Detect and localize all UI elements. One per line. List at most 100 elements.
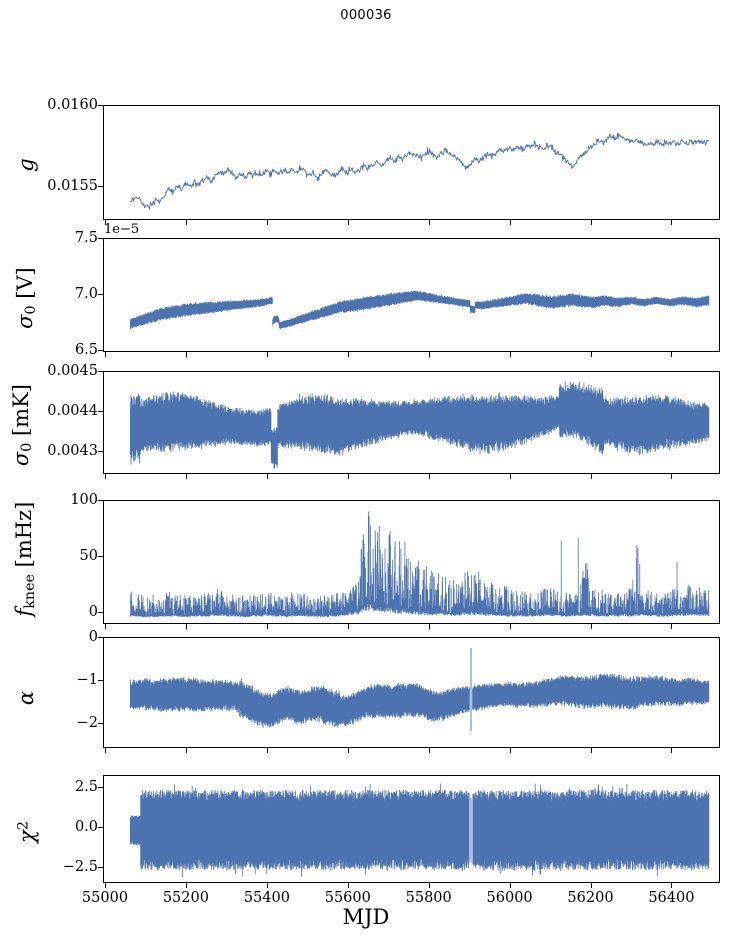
ytick-label: 0 [88,604,98,620]
xtick-label: 55200 [162,890,209,906]
xtick-mark [105,474,107,479]
panel-alpha [103,637,720,748]
xtick-mark [347,352,349,357]
xtick-mark [590,352,592,357]
ytick-label: 0.0043 [47,443,98,459]
xtick-mark [590,624,592,629]
panel-sigma0-v-yticks: 7.5 7.0 6.5 [36,231,98,357]
ytick-mark [98,680,103,682]
xtick-mark [509,474,511,479]
xtick-mark [185,474,187,479]
xtick-mark [266,883,268,888]
panel-sigma0-v-plot [129,290,710,330]
panel-sigma0-v-offset: 1e−5 [104,222,140,237]
ytick-mark [98,105,103,107]
xtick-mark [266,624,268,629]
panel-chi2-yticks: 2.5 0.0 −2.5 [36,775,98,883]
ytick-label: −1 [76,672,98,688]
xtick-mark [428,474,430,479]
xtick-mark [428,883,430,888]
ytick-mark [98,867,103,869]
xtick-label: 55800 [405,890,452,906]
panel-chi2-ylabel: χ2 [15,821,39,843]
ytick-mark [98,787,103,789]
xtick-mark [185,748,187,753]
xtick-label: 56000 [486,890,533,906]
panel-sigma0-v-ylabel: σ0 [V] [12,267,40,329]
xtick-mark [671,474,673,479]
xtick-mark [590,748,592,753]
ytick-label: 0.0160 [47,97,98,113]
panel-sigma0-v [103,238,720,352]
xtick-mark [185,220,187,225]
panel-fknee-ylabel: fknee [mHz] [11,501,39,617]
ytick-label: 0 [88,629,98,645]
ytick-label: 0.0155 [47,178,98,194]
xtick-mark [266,352,268,357]
panel-sigma0-mk-ylabel: σ0 [mK] [8,384,36,467]
xtick-mark [347,883,349,888]
ytick-label: 0.0045 [47,363,98,379]
ytick-label: 7.5 [74,230,98,246]
ytick-mark [98,238,103,240]
panel-sigma0-mk-yticks: 0.0045 0.0044 0.0043 [36,364,98,474]
xtick-mark [347,624,349,629]
panel-fknee-yticks: 100 50 0 [36,493,98,624]
xtick-mark [266,220,268,225]
ytick-label: 0.0 [74,819,98,835]
ytick-mark [98,294,103,296]
xtick-mark [671,352,673,357]
ytick-mark [98,350,103,352]
xtick-mark [671,883,673,888]
xtick-mark [509,748,511,753]
xtick-mark [266,474,268,479]
xtick-mark [185,883,187,888]
xtick-mark [428,352,430,357]
ytick-label: 100 [70,492,98,508]
ytick-label: 2.5 [74,779,98,795]
ytick-label: −2.5 [62,859,98,875]
x-axis-label: MJD [342,905,390,929]
ytick-label: −2 [76,715,98,731]
xtick-mark [671,220,673,225]
ytick-mark [98,500,103,502]
xtick-mark [428,220,430,225]
xtick-mark [590,474,592,479]
ytick-mark [98,411,103,413]
ytick-mark [98,723,103,725]
xtick-mark [105,352,107,357]
xtick-mark [509,624,511,629]
ytick-mark [98,612,103,614]
xtick-mark [509,352,511,357]
ytick-mark [98,556,103,558]
panel-chi2-plot [129,776,710,882]
xtick-mark [347,220,349,225]
ytick-label: 7.0 [74,286,98,302]
xtick-label: 55600 [324,890,371,906]
panel-g-plot [130,132,710,210]
xtick-mark [185,352,187,357]
xtick-mark [590,883,592,888]
xtick-mark [266,748,268,753]
ytick-mark [98,186,103,188]
panel-alpha-yticks: 0 −1 −2 [36,630,98,748]
xtick-label: 56400 [648,890,695,906]
xtick-mark [347,748,349,753]
xtick-mark [671,624,673,629]
xtick-mark [509,883,511,888]
xtick-mark [428,748,430,753]
xtick-mark [347,474,349,479]
panel-fknee-plot [129,511,710,618]
panel-alpha-ylabel: α [14,690,38,706]
ytick-mark [98,451,103,453]
figure-title: 000036 [340,8,392,23]
panel-g-ylabel: g [14,158,38,172]
panel-sigma0-mk [103,371,720,474]
ytick-mark [98,371,103,373]
ytick-label: 6.5 [74,342,98,358]
xtick-mark [671,748,673,753]
xtick-mark [105,624,107,629]
xtick-mark [509,220,511,225]
panel-g-yticks: 0.0160 0.0155 [36,98,98,220]
xtick-label: 56200 [567,890,614,906]
